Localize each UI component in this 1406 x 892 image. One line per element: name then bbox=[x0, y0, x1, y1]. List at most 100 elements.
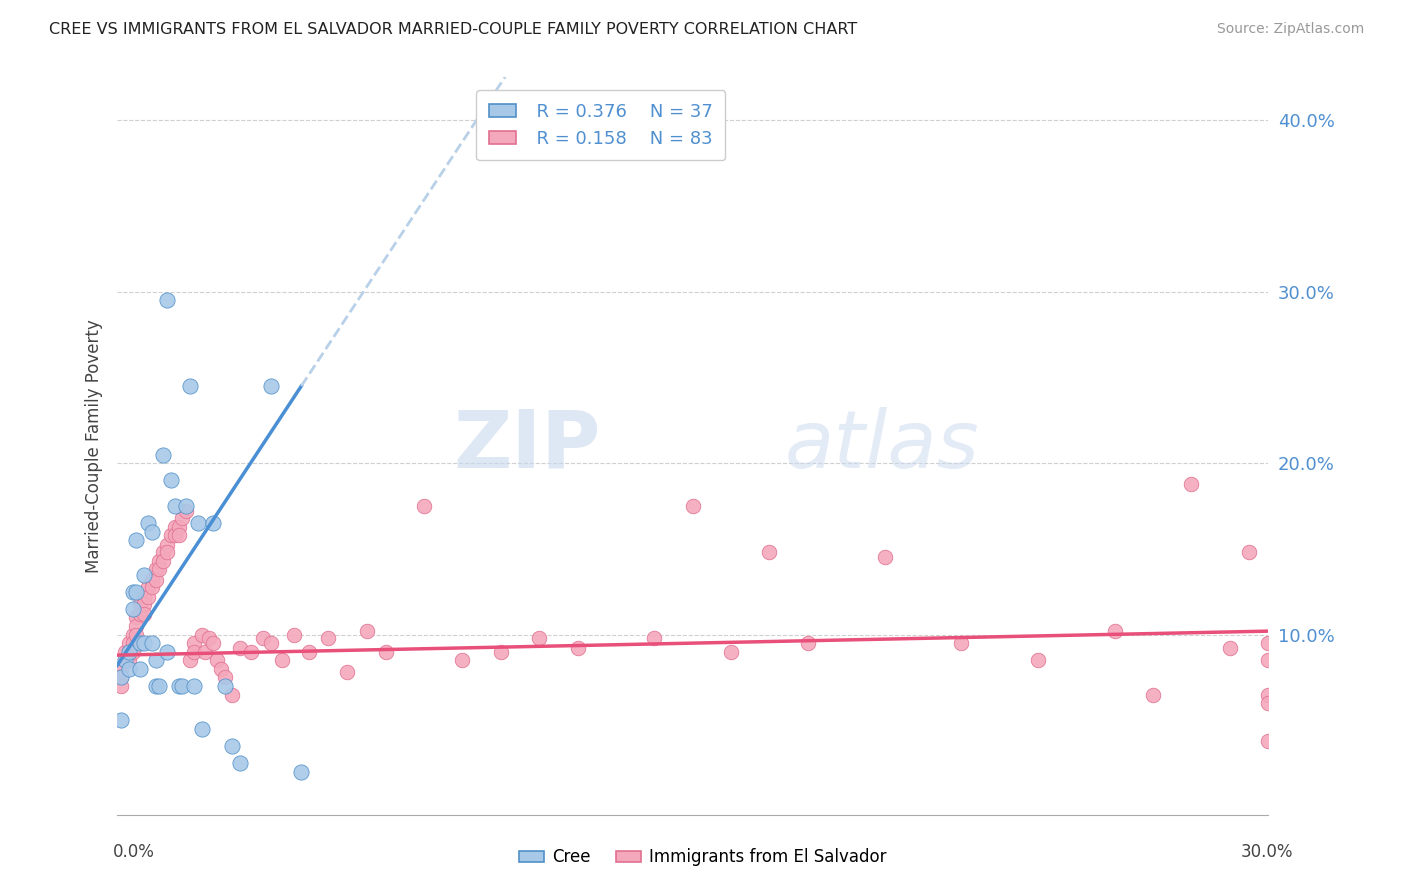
Point bbox=[190, 627, 212, 641]
Text: 30.0%: 30.0% bbox=[1241, 843, 1294, 861]
Point bbox=[252, 631, 274, 645]
Point bbox=[529, 631, 551, 645]
Point bbox=[259, 379, 281, 393]
Legend:   R = 0.376    N = 37,   R = 0.158    N = 83: R = 0.376 N = 37, R = 0.158 N = 83 bbox=[477, 90, 725, 161]
Point bbox=[1257, 688, 1279, 702]
Point bbox=[1219, 641, 1241, 656]
Point bbox=[118, 653, 141, 667]
Point bbox=[1104, 624, 1126, 639]
Point bbox=[1180, 476, 1202, 491]
Point bbox=[125, 610, 148, 624]
Point bbox=[758, 545, 780, 559]
Legend: Cree, Immigrants from El Salvador: Cree, Immigrants from El Salvador bbox=[513, 842, 893, 873]
Point bbox=[374, 645, 396, 659]
Point bbox=[163, 519, 186, 533]
Point bbox=[271, 653, 294, 667]
Point bbox=[121, 584, 143, 599]
Point bbox=[118, 645, 141, 659]
Point bbox=[156, 545, 179, 559]
Point bbox=[148, 554, 170, 568]
Point bbox=[356, 624, 378, 639]
Point bbox=[172, 511, 194, 525]
Point bbox=[682, 499, 704, 513]
Point bbox=[205, 653, 228, 667]
Point bbox=[110, 670, 132, 684]
Point bbox=[132, 590, 155, 604]
Point bbox=[110, 670, 132, 684]
Point bbox=[110, 713, 132, 727]
Point bbox=[259, 636, 281, 650]
Text: 0.0%: 0.0% bbox=[112, 843, 155, 861]
Point bbox=[167, 519, 190, 533]
Point bbox=[129, 607, 152, 621]
Point bbox=[125, 627, 148, 641]
Point bbox=[720, 645, 742, 659]
Point bbox=[141, 524, 163, 539]
Point bbox=[141, 573, 163, 587]
Point bbox=[316, 631, 339, 645]
Point bbox=[202, 516, 225, 530]
Point bbox=[136, 516, 159, 530]
Point bbox=[797, 636, 820, 650]
Point bbox=[145, 562, 167, 576]
Point bbox=[214, 670, 236, 684]
Point bbox=[121, 627, 143, 641]
Point bbox=[125, 619, 148, 633]
Point bbox=[125, 533, 148, 548]
Point bbox=[121, 645, 143, 659]
Point bbox=[1257, 696, 1279, 710]
Point bbox=[136, 580, 159, 594]
Point bbox=[167, 679, 190, 693]
Point bbox=[240, 645, 263, 659]
Point bbox=[129, 636, 152, 650]
Point bbox=[1142, 688, 1164, 702]
Point bbox=[145, 573, 167, 587]
Point bbox=[183, 636, 205, 650]
Point bbox=[114, 653, 136, 667]
Point bbox=[132, 567, 155, 582]
Point bbox=[413, 499, 436, 513]
Point bbox=[125, 584, 148, 599]
Point bbox=[1026, 653, 1049, 667]
Point bbox=[298, 645, 321, 659]
Point bbox=[336, 665, 359, 680]
Text: ZIP: ZIP bbox=[453, 407, 600, 485]
Point bbox=[148, 679, 170, 693]
Point bbox=[118, 636, 141, 650]
Point bbox=[129, 597, 152, 611]
Point bbox=[198, 631, 221, 645]
Point bbox=[174, 499, 197, 513]
Point bbox=[567, 641, 589, 656]
Point bbox=[152, 554, 174, 568]
Point bbox=[229, 756, 252, 771]
Point bbox=[121, 636, 143, 650]
Point bbox=[129, 662, 152, 676]
Point bbox=[283, 627, 305, 641]
Point bbox=[451, 653, 474, 667]
Point bbox=[163, 499, 186, 513]
Point bbox=[209, 662, 232, 676]
Point bbox=[172, 679, 194, 693]
Point bbox=[183, 645, 205, 659]
Point bbox=[1257, 636, 1279, 650]
Point bbox=[156, 538, 179, 552]
Point bbox=[132, 607, 155, 621]
Point bbox=[141, 636, 163, 650]
Point bbox=[160, 473, 183, 487]
Point bbox=[152, 545, 174, 559]
Point bbox=[183, 679, 205, 693]
Point bbox=[1257, 653, 1279, 667]
Point bbox=[145, 679, 167, 693]
Point bbox=[110, 679, 132, 693]
Point bbox=[202, 636, 225, 650]
Point bbox=[873, 550, 896, 565]
Point bbox=[132, 636, 155, 650]
Point bbox=[489, 645, 512, 659]
Point bbox=[118, 645, 141, 659]
Point bbox=[179, 653, 201, 667]
Text: Source: ZipAtlas.com: Source: ZipAtlas.com bbox=[1216, 22, 1364, 37]
Point bbox=[141, 580, 163, 594]
Point bbox=[643, 631, 665, 645]
Point bbox=[152, 448, 174, 462]
Point bbox=[160, 528, 183, 542]
